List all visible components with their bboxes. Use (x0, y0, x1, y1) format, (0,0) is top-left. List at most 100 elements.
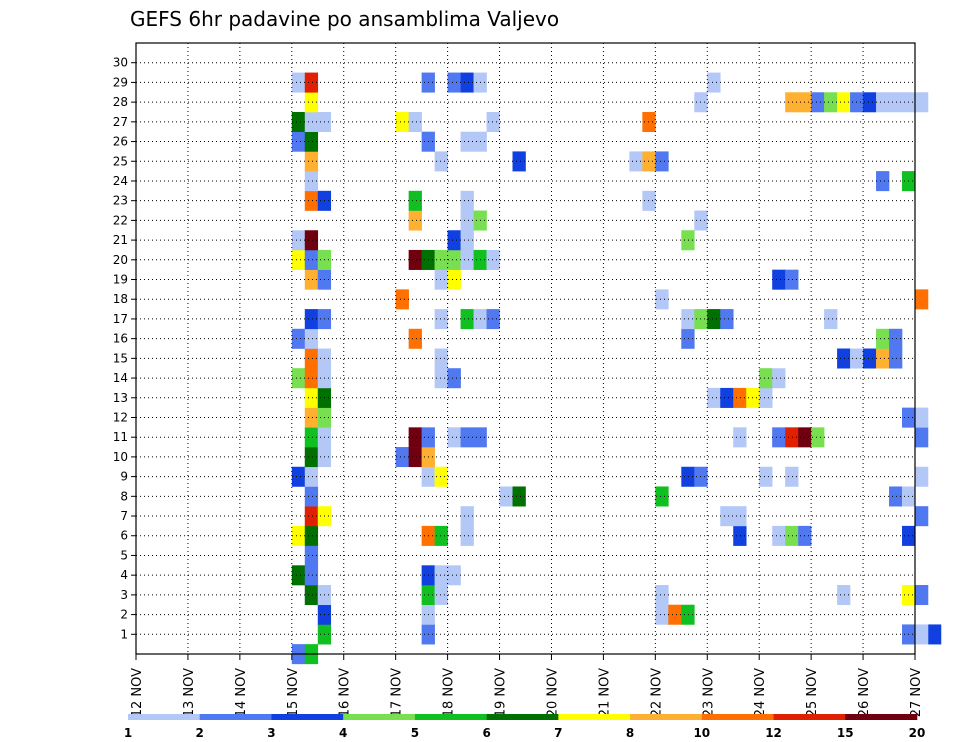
heatmap-cell (486, 249, 500, 270)
heatmap-cell (915, 407, 929, 428)
heatmap-cell (291, 466, 306, 487)
heatmap-cell (460, 249, 474, 270)
heatmap-cell (447, 249, 461, 270)
heatmap-cell (408, 249, 422, 270)
x-axis: 12 NOV 13 NOV 14 NOV 15 NOV 16 NOV 17 NOV 18 N… (130, 654, 924, 717)
heatmap-cell (486, 111, 500, 132)
plot-grid (136, 43, 915, 654)
legend-swatch (773, 714, 846, 720)
y-tick-label: 13 (113, 391, 128, 405)
heatmap-cell (915, 466, 929, 487)
heatmap-cell (291, 525, 306, 546)
legend-threshold-label: 8 (626, 726, 634, 740)
heatmap-cell (460, 427, 474, 448)
legend-threshold-label: 2 (196, 726, 204, 740)
heatmap-cell (304, 368, 319, 389)
x-tick-label: 25 NOV (805, 668, 820, 717)
heatmap-cell (304, 447, 319, 468)
heatmap-cell (785, 269, 799, 290)
y-tick-label: 24 (113, 174, 128, 188)
heatmap-cell (460, 309, 474, 330)
x-tick-label: 16 NOV (338, 668, 353, 717)
heatmap-cell (915, 585, 929, 606)
heatmap-cell (655, 604, 669, 625)
heatmap-cell (304, 348, 319, 369)
legend-swatch (630, 714, 703, 720)
heatmap-cell (460, 190, 474, 211)
heatmap-cell (304, 387, 319, 408)
heatmap-cell (434, 151, 448, 172)
y-tick-label: 4 (120, 568, 128, 582)
x-tick-label: 19 NOV (494, 668, 509, 717)
heatmap-cell (915, 92, 929, 113)
heatmap-cell (304, 111, 319, 132)
y-tick-label: 2 (120, 608, 128, 622)
y-tick-label: 21 (113, 233, 128, 247)
heatmap-cell (720, 387, 734, 408)
y-tick-label: 18 (113, 292, 128, 306)
y-tick-label: 10 (113, 450, 128, 464)
heatmap-cell (772, 525, 786, 546)
heatmap-cell (304, 486, 319, 507)
heatmap-cell (655, 151, 669, 172)
heatmap-cell (434, 309, 448, 330)
heatmap-cell (811, 427, 825, 448)
heatmap-cell (460, 506, 474, 527)
legend-swatch (199, 714, 272, 720)
heatmap-cell (889, 92, 903, 113)
heatmap-cell (824, 92, 838, 113)
heatmap-cell (304, 407, 319, 428)
heatmap-cell (733, 427, 747, 448)
heatmap-cell (499, 486, 513, 507)
legend-threshold-label: 10 (693, 726, 710, 740)
heatmap-cell (772, 269, 786, 290)
legend-threshold-label: 15 (837, 726, 854, 740)
heatmap-cell (408, 427, 422, 448)
heatmap-cell (395, 111, 409, 132)
heatmap-cell (408, 190, 422, 211)
heatmap-cell (304, 565, 319, 586)
heatmap-cell (720, 309, 734, 330)
heatmap-cell (447, 427, 461, 448)
heatmap-cell (876, 348, 890, 369)
legend-swatch (845, 714, 918, 720)
heatmap-cell (304, 506, 319, 527)
y-tick-label: 11 (113, 430, 128, 444)
heatmap-cell (512, 151, 526, 172)
heatmap-cell (863, 92, 877, 113)
heatmap-cell (460, 131, 474, 152)
heatmap-cell (707, 387, 721, 408)
heatmap-cell (681, 230, 695, 251)
y-tick-label: 7 (120, 509, 128, 523)
x-tick-label: 27 NOV (909, 668, 924, 717)
legend-swatch (343, 714, 416, 720)
heatmap-cell (889, 486, 903, 507)
legend-threshold-label: 12 (765, 726, 782, 740)
heatmap-cell (863, 348, 877, 369)
heatmap-cells (291, 72, 942, 665)
y-tick-label: 9 (120, 470, 128, 484)
heatmap-cell (486, 309, 500, 330)
legend-swatch (128, 714, 201, 720)
heatmap-cell (460, 230, 474, 251)
heatmap-cell (785, 427, 799, 448)
heatmap-cell (655, 289, 669, 310)
heatmap-cell (889, 348, 903, 369)
heatmap-cell (681, 466, 695, 487)
heatmap-cell (434, 466, 448, 487)
heatmap-cell (434, 565, 448, 586)
heatmap-cell (707, 72, 721, 93)
heatmap-cell (759, 368, 773, 389)
x-tick-label: 13 NOV (182, 668, 197, 717)
heatmap-cell (304, 72, 319, 93)
y-tick-label: 8 (120, 489, 128, 503)
heatmap-cell (927, 624, 942, 645)
heatmap-cell (720, 506, 734, 527)
y-tick-label: 19 (113, 273, 128, 287)
y-tick-label: 12 (113, 410, 128, 424)
y-tick-label: 29 (113, 75, 128, 89)
heatmap-cell (655, 486, 669, 507)
heatmap-cell (291, 328, 306, 349)
heatmap-cell (291, 565, 306, 586)
